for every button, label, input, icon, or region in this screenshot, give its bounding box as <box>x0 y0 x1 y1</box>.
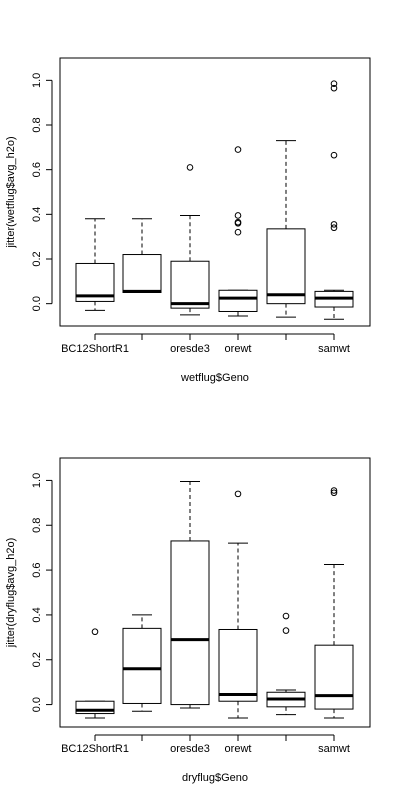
box <box>75 700 115 715</box>
box <box>218 289 258 312</box>
x-tick-label: samwt <box>318 743 350 755</box>
box <box>122 627 162 704</box>
box-group <box>75 218 115 311</box>
outlier-point <box>282 612 290 620</box>
box <box>218 628 258 702</box>
plot-frame <box>59 57 371 327</box>
outlier-point <box>330 487 338 494</box>
outlier-point <box>234 218 242 226</box>
x-tick-label: orewt <box>225 343 252 355</box>
box-group <box>170 164 210 316</box>
outlier-point <box>282 627 290 634</box>
box-group <box>170 481 210 709</box>
box-group <box>266 612 306 716</box>
box-group <box>75 628 115 719</box>
box-group <box>122 218 162 294</box>
y-tick-label: 0.8 <box>31 117 43 132</box>
y-tick-label: 0.4 <box>31 207 43 222</box>
outlier-point <box>330 84 338 92</box>
box <box>314 644 354 710</box>
chart-panel-1: 0.0 0.2 0.4 0.6 0.8 1.0 BC12ShortR1 oresde3 orew… <box>5 57 371 384</box>
box-group <box>122 614 162 712</box>
chart-panel-2: 0.0 0.2 0.4 0.6 0.8 1.0 BC12ShortR1 oresde3 orew… <box>5 457 371 784</box>
y-tick-label: 0.2 <box>31 652 43 667</box>
box-group <box>218 146 258 317</box>
outlier-point <box>330 151 338 159</box>
box <box>266 228 306 305</box>
y-tick-label: 0.0 <box>31 697 43 712</box>
y-tick-label: 0.4 <box>31 607 43 622</box>
y-tick-label: 0.0 <box>31 296 43 311</box>
outlier-point <box>91 628 99 636</box>
box-group <box>218 490 258 719</box>
outlier-point <box>330 80 338 87</box>
box-group <box>314 487 354 719</box>
box <box>122 254 162 294</box>
y-tick-label: 1.0 <box>31 73 43 88</box>
outlier-point <box>186 164 194 171</box>
outlier-point <box>330 221 338 228</box>
x-tick-label: BC12ShortR1 <box>61 343 129 355</box>
x-axis-title: wetflug$Geno <box>180 372 249 384</box>
x-tick-label: BC12ShortR1 <box>61 743 129 755</box>
outlier-point <box>234 146 242 153</box>
y-tick-label: 0.2 <box>31 251 43 266</box>
x-tick-label: oresde3 <box>170 343 210 355</box>
x-axis-title: dryflug$Geno <box>182 772 248 784</box>
y-tick-label: 0.6 <box>31 162 43 177</box>
x-tick-label: samwt <box>318 343 350 355</box>
outlier-point <box>234 490 242 498</box>
y-tick-label: 0.8 <box>31 518 43 533</box>
y-axis-title: jitter(dryflug$avg_h2o) <box>5 538 17 648</box>
box-group <box>314 80 354 320</box>
outlier-point <box>234 212 242 219</box>
box <box>170 540 210 706</box>
box-group <box>266 140 306 318</box>
y-tick-label: 0.6 <box>31 562 43 577</box>
y-axis-title: jitter(wetflug$avg_h2o) <box>5 136 17 248</box>
x-tick-label: oresde3 <box>170 743 210 755</box>
box <box>170 260 210 309</box>
outlier-point <box>234 228 242 236</box>
y-tick-label: 1.0 <box>31 473 43 488</box>
x-tick-label: orewt <box>225 743 252 755</box>
outlier-point <box>330 224 338 232</box>
plot-frame <box>59 457 371 728</box>
outlier-point <box>330 489 338 497</box>
